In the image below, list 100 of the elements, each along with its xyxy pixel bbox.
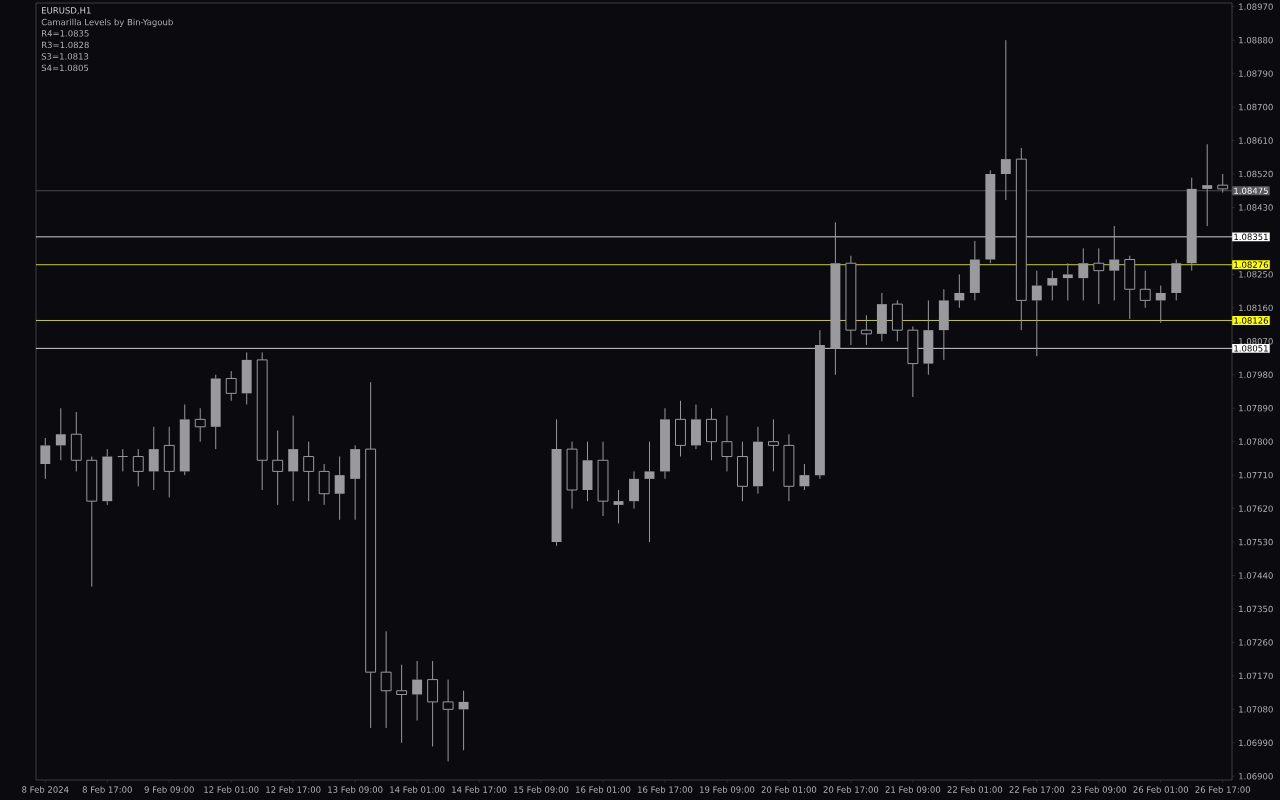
x-tick-label: 9 Feb 09:00 bbox=[144, 786, 194, 793]
candlestick bbox=[55, 407, 66, 461]
candlestick bbox=[783, 433, 795, 502]
candlestick bbox=[458, 690, 469, 751]
candlestick bbox=[427, 660, 439, 748]
annotation: S4=1.0805 bbox=[41, 64, 89, 72]
y-tick-label: 1.08790 bbox=[1239, 70, 1273, 77]
candlestick bbox=[876, 292, 887, 342]
y-tick-label: 1.08610 bbox=[1239, 137, 1273, 144]
x-tick-label: 14 Feb 01:00 bbox=[390, 786, 445, 793]
candlestick bbox=[40, 437, 51, 480]
y-tick-label: 1.08880 bbox=[1239, 36, 1273, 44]
chart-title: EURUSD,H1 bbox=[42, 7, 91, 15]
y-tick-label: 1.08250 bbox=[1239, 271, 1273, 278]
candlestick bbox=[163, 426, 175, 498]
candlestick bbox=[132, 448, 144, 487]
candlestick bbox=[442, 679, 454, 762]
candlestick bbox=[907, 325, 919, 398]
candlestick bbox=[1000, 39, 1011, 201]
candlestick bbox=[241, 351, 252, 405]
candlestick bbox=[582, 441, 593, 502]
candlestick bbox=[923, 299, 934, 376]
x-tick-label: 13 Feb 09:00 bbox=[328, 786, 383, 793]
x-tick-label: 26 Feb 01:00 bbox=[1133, 786, 1189, 793]
candlestick bbox=[194, 407, 206, 443]
candlestick bbox=[179, 404, 190, 476]
candlestick bbox=[272, 430, 284, 506]
y-tick-label: 1.07440 bbox=[1239, 572, 1273, 579]
candlestick bbox=[799, 463, 810, 491]
x-tick-label: 19 Feb 09:00 bbox=[700, 786, 755, 793]
candlestick bbox=[1031, 270, 1042, 357]
y-tick-label: 1.07350 bbox=[1239, 605, 1273, 613]
annotation: R3=1.0828 bbox=[42, 41, 89, 49]
candlestick bbox=[225, 370, 237, 402]
ref-line-label: 1.08126 bbox=[1234, 317, 1269, 324]
candlestick bbox=[334, 456, 345, 521]
candlestick bbox=[660, 407, 670, 480]
candlestick bbox=[566, 441, 578, 510]
candlestick bbox=[860, 314, 872, 346]
candlestick bbox=[1062, 262, 1073, 301]
candlestick bbox=[102, 448, 113, 506]
y-tick-label: 1.07710 bbox=[1239, 471, 1273, 479]
y-tick-label: 1.07980 bbox=[1239, 371, 1273, 378]
y-tick-label: 1.08970 bbox=[1239, 3, 1273, 10]
candlestick bbox=[830, 221, 841, 376]
candlestick bbox=[1093, 247, 1105, 305]
candlestick bbox=[303, 441, 315, 502]
candlestick bbox=[117, 448, 129, 472]
ref-line-label: 1.08276 bbox=[1234, 261, 1269, 268]
y-tick-label: 1.08430 bbox=[1239, 204, 1273, 211]
candlestick bbox=[1047, 270, 1058, 301]
candlestick bbox=[350, 444, 361, 521]
x-tick-label: 22 Feb 17:00 bbox=[1009, 786, 1065, 793]
candlestick bbox=[412, 660, 423, 721]
y-tick-label: 1.08700 bbox=[1239, 103, 1273, 111]
x-tick-label: 22 Feb 01:00 bbox=[947, 786, 1003, 793]
y-tick-label: 1.08160 bbox=[1239, 304, 1273, 312]
annotation: S3=1.0813 bbox=[41, 53, 89, 60]
candlestick bbox=[148, 426, 159, 491]
candlestick bbox=[845, 255, 857, 346]
candlestick bbox=[613, 489, 624, 524]
candlestick bbox=[954, 273, 965, 309]
x-tick-label: 26 Feb 17:00 bbox=[1195, 786, 1251, 793]
candlestick bbox=[396, 664, 408, 744]
annotation: Camarilla Levels by Bin-Yagoub bbox=[41, 18, 173, 27]
annotation: R4=1.0835 bbox=[42, 30, 89, 37]
candlestick bbox=[380, 630, 392, 729]
candlestick bbox=[288, 415, 299, 502]
y-tick-label: 1.07530 bbox=[1239, 538, 1273, 546]
y-tick-label: 1.06990 bbox=[1239, 739, 1273, 747]
candlestick bbox=[1109, 225, 1120, 301]
ref-line-label: 1.08351 bbox=[1234, 233, 1268, 241]
x-tick-label: 20 Feb 01:00 bbox=[761, 786, 817, 793]
y-tick-label: 1.08520 bbox=[1239, 170, 1273, 178]
candlestick bbox=[691, 404, 701, 450]
candlestick bbox=[814, 329, 825, 480]
y-tick-label: 1.07170 bbox=[1239, 672, 1273, 680]
candlestick bbox=[706, 407, 717, 461]
candlestick bbox=[1202, 143, 1213, 227]
candlestick bbox=[736, 441, 748, 502]
candlestick bbox=[70, 411, 82, 472]
candlestick bbox=[597, 441, 609, 517]
y-tick-label: 1.07890 bbox=[1239, 405, 1273, 412]
x-tick-label: 16 Feb 17:00 bbox=[638, 786, 693, 793]
y-tick-label: 1.08070 bbox=[1239, 338, 1273, 345]
ref-line-label: 1.08051 bbox=[1234, 345, 1268, 352]
x-tick-label: 12 Feb 17:00 bbox=[266, 786, 321, 793]
ref-line-label: 1.08475 bbox=[1234, 187, 1268, 194]
candlestick bbox=[1015, 147, 1027, 331]
candlestick bbox=[365, 381, 377, 729]
candlestick bbox=[1155, 285, 1166, 324]
candlestick bbox=[551, 418, 562, 547]
candlestick bbox=[629, 470, 639, 510]
candlestick bbox=[938, 288, 949, 361]
y-tick-label: 1.06900 bbox=[1239, 773, 1273, 780]
candlestick bbox=[675, 400, 686, 458]
y-tick-label: 1.07800 bbox=[1239, 438, 1273, 445]
x-tick-label: 16 Feb 01:00 bbox=[576, 786, 631, 793]
candlestick bbox=[1078, 247, 1089, 301]
candlestick bbox=[767, 418, 779, 472]
